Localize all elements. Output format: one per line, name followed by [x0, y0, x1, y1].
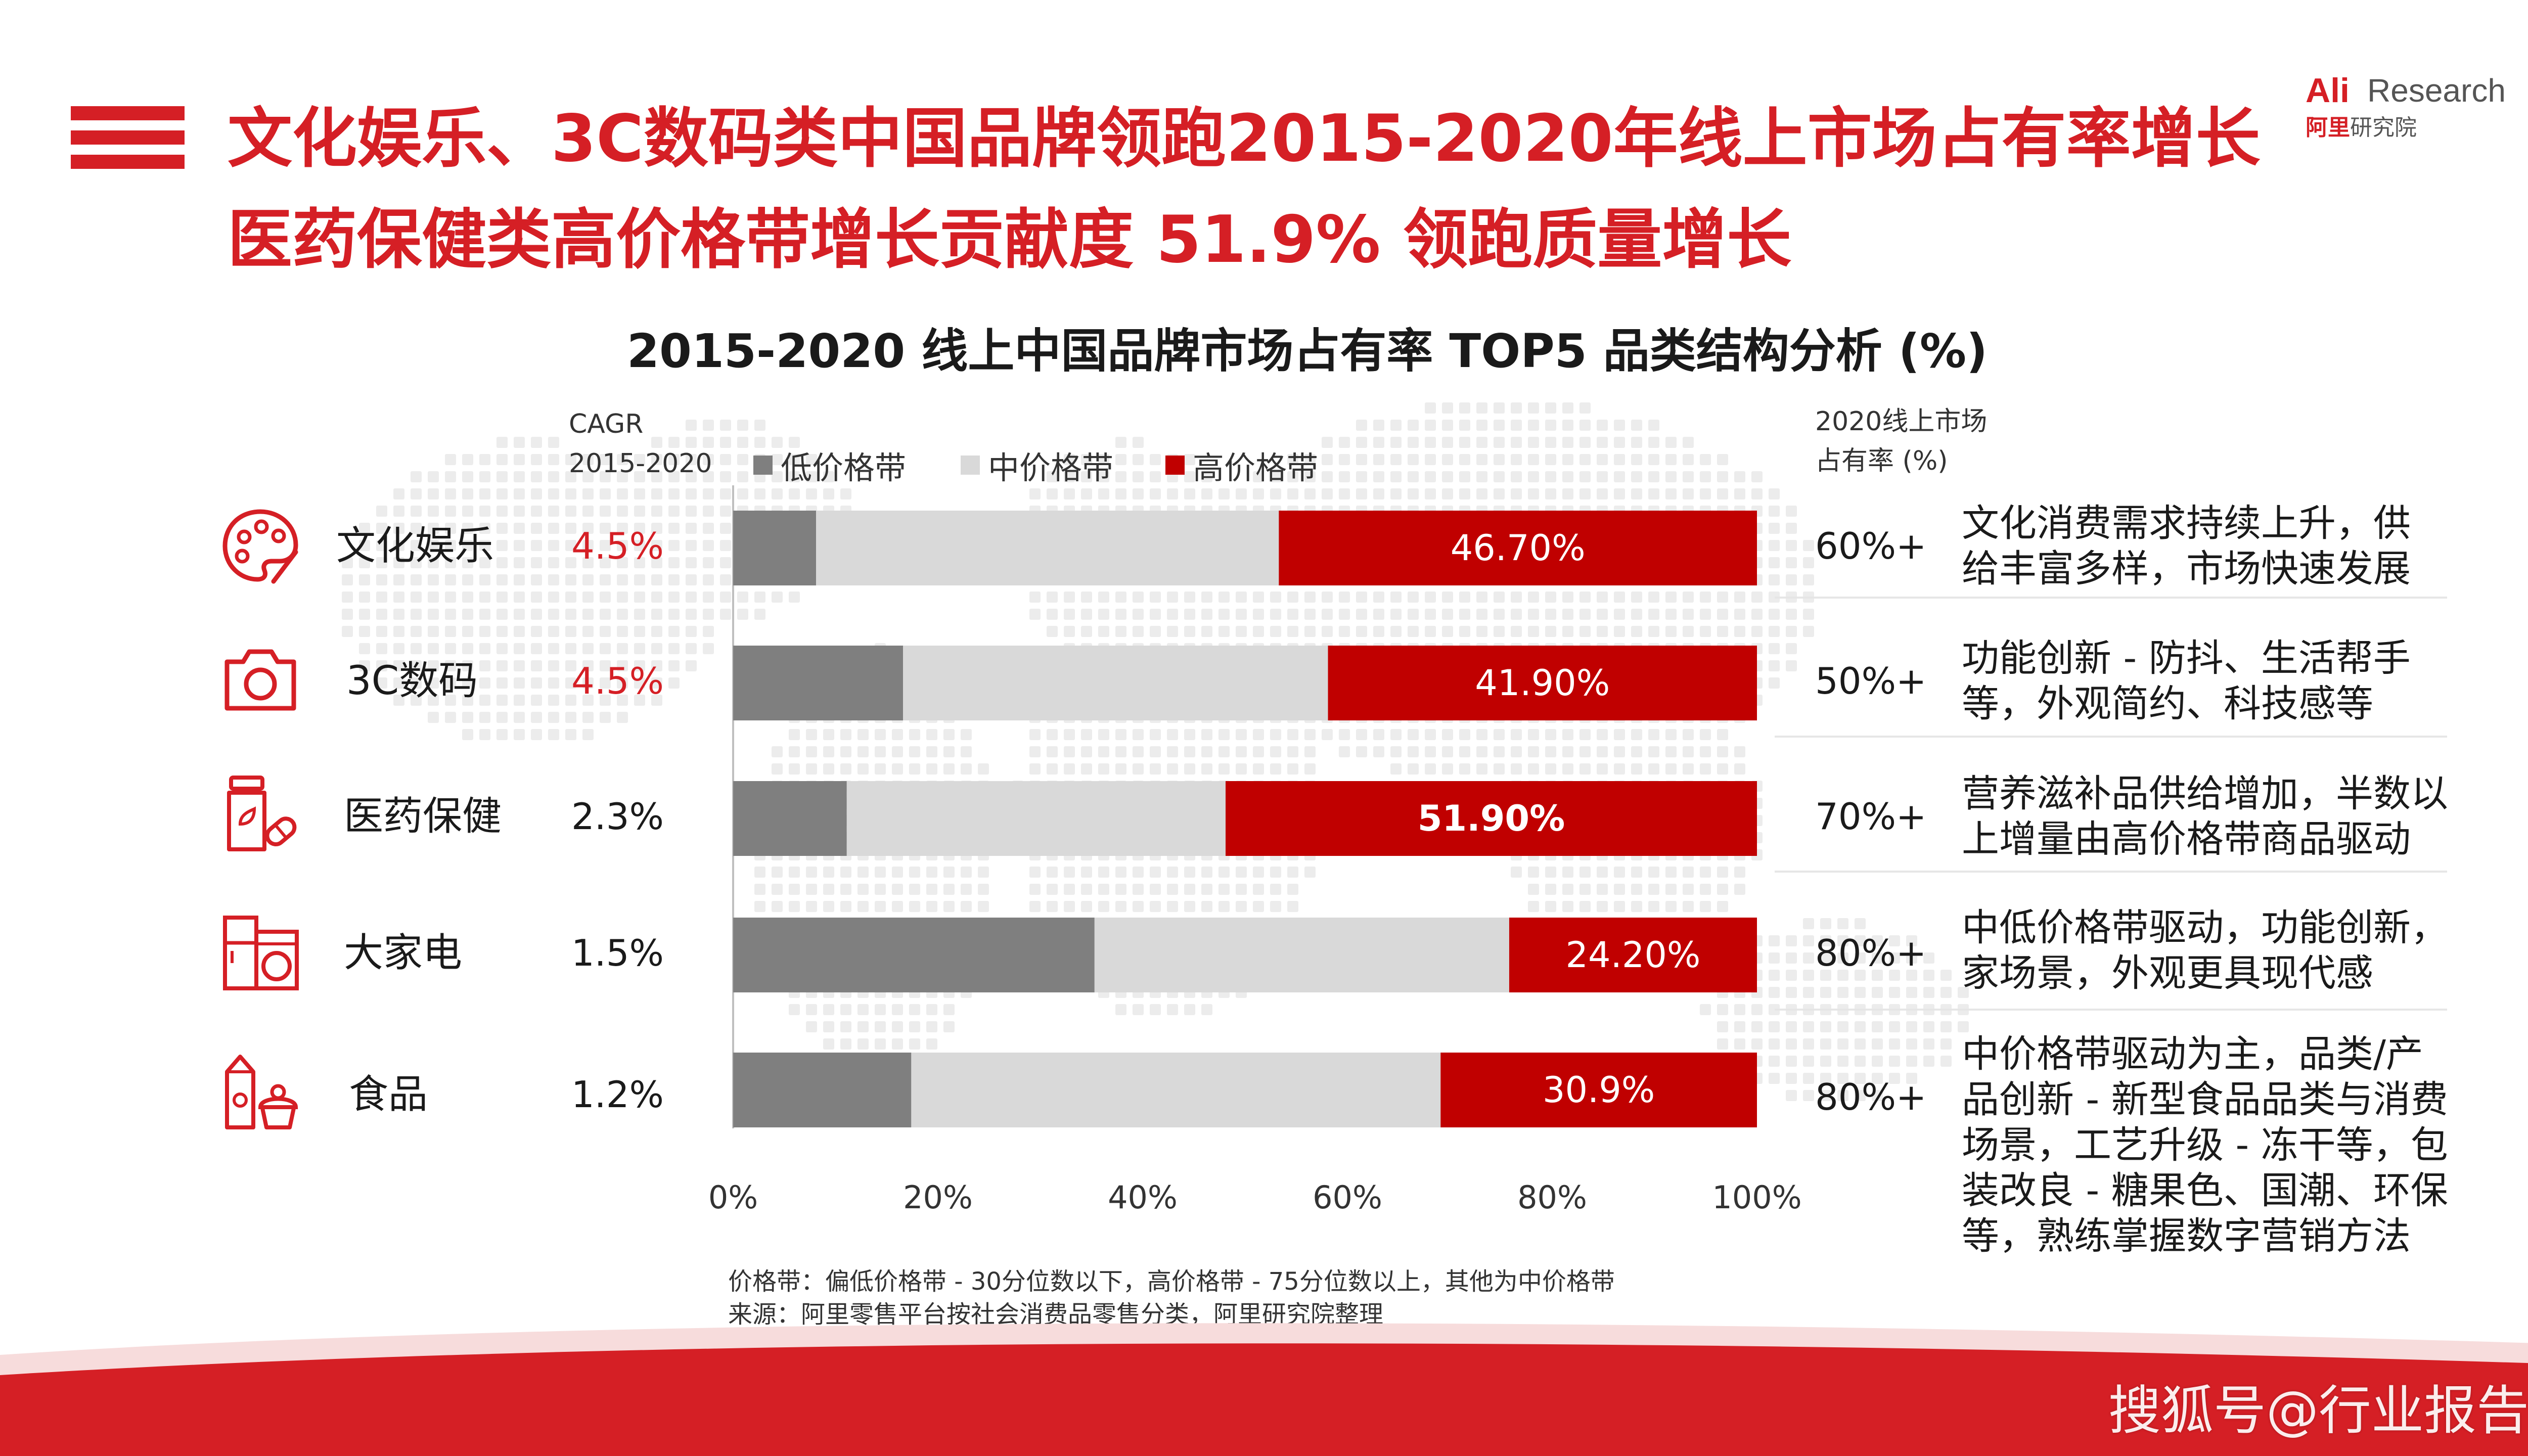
description-shipin: 中价格带驱动为主，品类/产 品创新 - 新型食品品类与消费 场景，工艺升级 - …: [1962, 1032, 2448, 1258]
row-separator: [1775, 871, 2447, 873]
logo-research-text: Research: [2367, 72, 2506, 109]
x-tick-label-3: 60%: [1313, 1179, 1382, 1216]
watermark-text: 搜狐号@行业报告: [2108, 1380, 2528, 1441]
data-label-3: 24.20%: [1566, 934, 1701, 976]
data-label-4: 30.9%: [1543, 1069, 1655, 1111]
bar-segment-mid-1: [903, 646, 1328, 720]
x-tick-label-0: 0%: [708, 1179, 758, 1216]
bar-segment-mid-2: [846, 781, 1226, 856]
legend-swatch-high: [1165, 456, 1185, 475]
legend-label-mid: 中价格带: [988, 449, 1114, 486]
food-icon: [225, 1055, 298, 1129]
bar-segment-high-3: [1509, 918, 1757, 992]
x-tick-label-4: 80%: [1517, 1179, 1587, 1216]
description-3c: 功能创新 - 防抖、生活帮手 等，外观简约、科技感等: [1962, 636, 2411, 725]
bar-segment-low-1: [733, 646, 904, 720]
share-value-wenhua: 60%+: [1815, 525, 1927, 567]
legend-item-mid: 中价格带: [961, 445, 1114, 486]
share-column-header: 2020线上市场 占有率 (%): [1815, 402, 1987, 481]
data-label-0: 46.70%: [1451, 527, 1586, 569]
share-value-yiyao: 70%+: [1815, 795, 1927, 838]
bar-segment-low-0: [733, 511, 817, 585]
bar-segment-low-3: [733, 918, 1095, 992]
legend-label-high: 高价格带: [1193, 449, 1319, 486]
category-label-3c: 3C数码: [346, 658, 478, 704]
washing-machine-icon: [223, 916, 299, 990]
category-label-dajiadian: 大家电: [344, 930, 463, 976]
category-label-yiyao: 医药保健: [344, 794, 502, 839]
cagr-value-shipin: 1.2%: [571, 1073, 664, 1116]
share-header-line-2: 占有率 (%): [1815, 446, 1948, 476]
cagr-column-header: CAGR 2015-2020: [569, 404, 712, 483]
description-yiyao: 营养滋补品供给增加，半数以 上增量由高价格带商品驱动: [1962, 772, 2448, 861]
x-tick-label-5: 100%: [1712, 1179, 1801, 1216]
logo-cn-gray-text: 研究院: [2350, 115, 2417, 141]
aliresearch-logo: Ali Research 阿里研究院: [2306, 71, 2518, 141]
share-value-dajiadian: 80%+: [1815, 932, 1927, 974]
bar-segment-high-2: [1226, 781, 1757, 856]
bar-segment-high-1: [1328, 646, 1757, 720]
medicine-bottle-icon: [227, 776, 297, 851]
category-label-shipin: 食品: [349, 1072, 428, 1117]
page-title-line-2: 医药保健类高价格带增长贡献度 51.9% 领跑质量增长: [228, 202, 1792, 278]
logo-ali-text: Ali: [2306, 71, 2350, 110]
cagr-header-line-2: 2015-2020: [569, 448, 712, 479]
page-title-line-1: 文化娱乐、3C数码类中国品牌领跑2015-2020年线上市场占有率增长: [228, 101, 2261, 176]
bar-segment-low-4: [733, 1053, 912, 1127]
cagr-value-wenhua: 4.5%: [571, 525, 664, 567]
x-tick-label-1: 20%: [903, 1179, 973, 1216]
bar-segment-low-2: [733, 781, 847, 856]
camera-icon: [224, 649, 296, 711]
share-value-3c: 50%+: [1815, 660, 1927, 702]
row-separator: [1775, 736, 2447, 738]
data-label-1: 41.90%: [1475, 662, 1610, 704]
chart-title: 2015-2020 线上中国品牌市场占有率 TOP5 品类结构分析 (%): [627, 324, 1988, 378]
cagr-value-3c: 4.5%: [571, 660, 664, 702]
category-label-wenhua: 文化娱乐: [336, 523, 494, 569]
x-tick-label-2: 40%: [1108, 1179, 1178, 1216]
share-header-line-1: 2020线上市场: [1815, 406, 1988, 437]
data-label-2: 51.90%: [1418, 798, 1565, 839]
stacked-bar-chart: 46.70% 41.90% 51.90% 24.20% 30.9% 0% 20% 40% 60%…: [708, 485, 1802, 1216]
palette-icon: [222, 509, 298, 584]
cagr-value-yiyao: 2.3%: [571, 795, 664, 838]
legend-item-high: 高价格带: [1165, 445, 1319, 486]
description-wenhua: 文化消费需求持续上升，供 给丰富多样，市场快速发展: [1962, 502, 2411, 590]
bottom-red-band: [0, 1323, 2528, 1456]
share-value-shipin: 80%+: [1815, 1076, 1927, 1118]
description-dajiadian: 中低价格带驱动，功能创新， 家场景，外观更具现代感: [1962, 906, 2448, 995]
row-separator: [1775, 1009, 2447, 1011]
bar-segment-high-0: [1279, 511, 1757, 585]
logo-cn-text: 阿里研究院: [2306, 109, 2417, 142]
logo-cn-red-text: 阿里: [2306, 115, 2350, 141]
legend-item-low: 低价格带: [753, 445, 907, 486]
cagr-value-dajiadian: 1.5%: [571, 932, 664, 974]
title-stripes-mark: [71, 106, 185, 169]
bar-segment-mid-4: [911, 1053, 1441, 1127]
bar-segment-mid-3: [1094, 918, 1509, 992]
row-separator: [1775, 597, 2447, 599]
legend-label-low: 低价格带: [781, 449, 907, 486]
legend-swatch-mid: [961, 456, 980, 475]
bar-segment-mid-0: [816, 511, 1279, 585]
cagr-header-line-1: CAGR: [569, 409, 644, 439]
price-band-note: 价格带：偏低价格带 - 30分位数以下，高价格带 - 75分位数以上，其他为中价…: [728, 1267, 1615, 1296]
bar-segment-high-4: [1440, 1053, 1757, 1127]
legend-swatch-low: [753, 456, 773, 475]
